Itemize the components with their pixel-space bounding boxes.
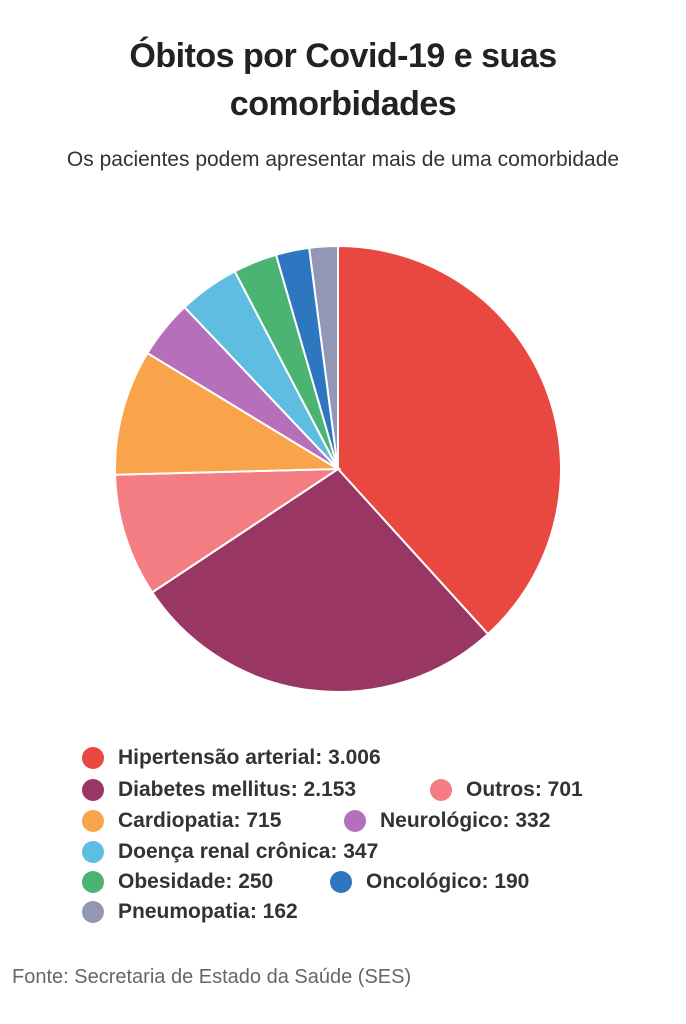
chart-title-line-1: Óbitos por Covid-19 e suas <box>129 37 557 75</box>
legend-label-obesidade: Obesidade: 250 <box>118 870 274 893</box>
legend-label-hipertensao: Hipertensão arterial: 3.006 <box>118 746 381 769</box>
legend-label-cardiopatia: Cardiopatia: 715 <box>118 809 282 832</box>
legend-swatch-cardiopatia <box>82 810 104 832</box>
pie-slice-cardiopatia <box>114 351 342 476</box>
legend-item-diabetes: Diabetes mellitus: 2.153 <box>82 778 356 802</box>
legend-item-outros: Outros: 701 <box>430 778 583 802</box>
pie-slice-diabetes-mellitus <box>150 467 490 693</box>
legend-item-cardiopatia: Cardiopatia: 715 <box>82 809 281 833</box>
chart-title-line-2: comorbidades <box>229 85 457 123</box>
source-note: Fonte: Secretaria de Estado da Saúde (SE… <box>12 966 412 988</box>
legend-item-doenca-renal: Doença renal crônica: 347 <box>82 840 378 864</box>
legend-swatch-oncologico <box>330 871 352 893</box>
legend-item-hipertensao: Hipertensão arterial: 3.006 <box>82 746 381 770</box>
chart-title: Óbitos por Covid-19 e suas comorbidades <box>0 32 686 128</box>
pie-slice-hipertensao-arterial <box>337 244 562 636</box>
legend-swatch-neurologico <box>344 810 366 832</box>
legend-swatch-outros <box>430 779 452 801</box>
legend-label-neurologico: Neurológico: 332 <box>380 809 551 832</box>
legend-swatch-diabetes <box>82 779 104 801</box>
legend-label-outros: Outros: 701 <box>466 778 583 801</box>
legend-label-pneumopatia: Pneumopatia: 162 <box>118 900 298 923</box>
legend-item-obesidade: Obesidade: 250 <box>82 870 273 894</box>
legend-label-oncologico: Oncológico: 190 <box>366 870 530 893</box>
pie-slice-pneumopatia <box>308 244 339 470</box>
pie-chart <box>114 244 562 693</box>
legend-swatch-obesidade <box>82 871 104 893</box>
legend-label-doenca-renal: Doença renal crônica: 347 <box>118 840 379 863</box>
legend-item-pneumopatia: Pneumopatia: 162 <box>82 900 298 924</box>
legend-swatch-hipertensao <box>82 747 104 769</box>
chart-subtitle: Os pacientes podem apresentar mais de um… <box>66 148 620 171</box>
legend-item-neurologico: Neurológico: 332 <box>344 809 550 833</box>
legend-swatch-doenca-renal <box>82 841 104 863</box>
pie-slice-outros <box>114 467 342 594</box>
legend-swatch-pneumopatia <box>82 901 104 923</box>
legend-item-oncologico: Oncológico: 190 <box>330 870 529 894</box>
legend-label-diabetes: Diabetes mellitus: 2.153 <box>118 778 357 801</box>
